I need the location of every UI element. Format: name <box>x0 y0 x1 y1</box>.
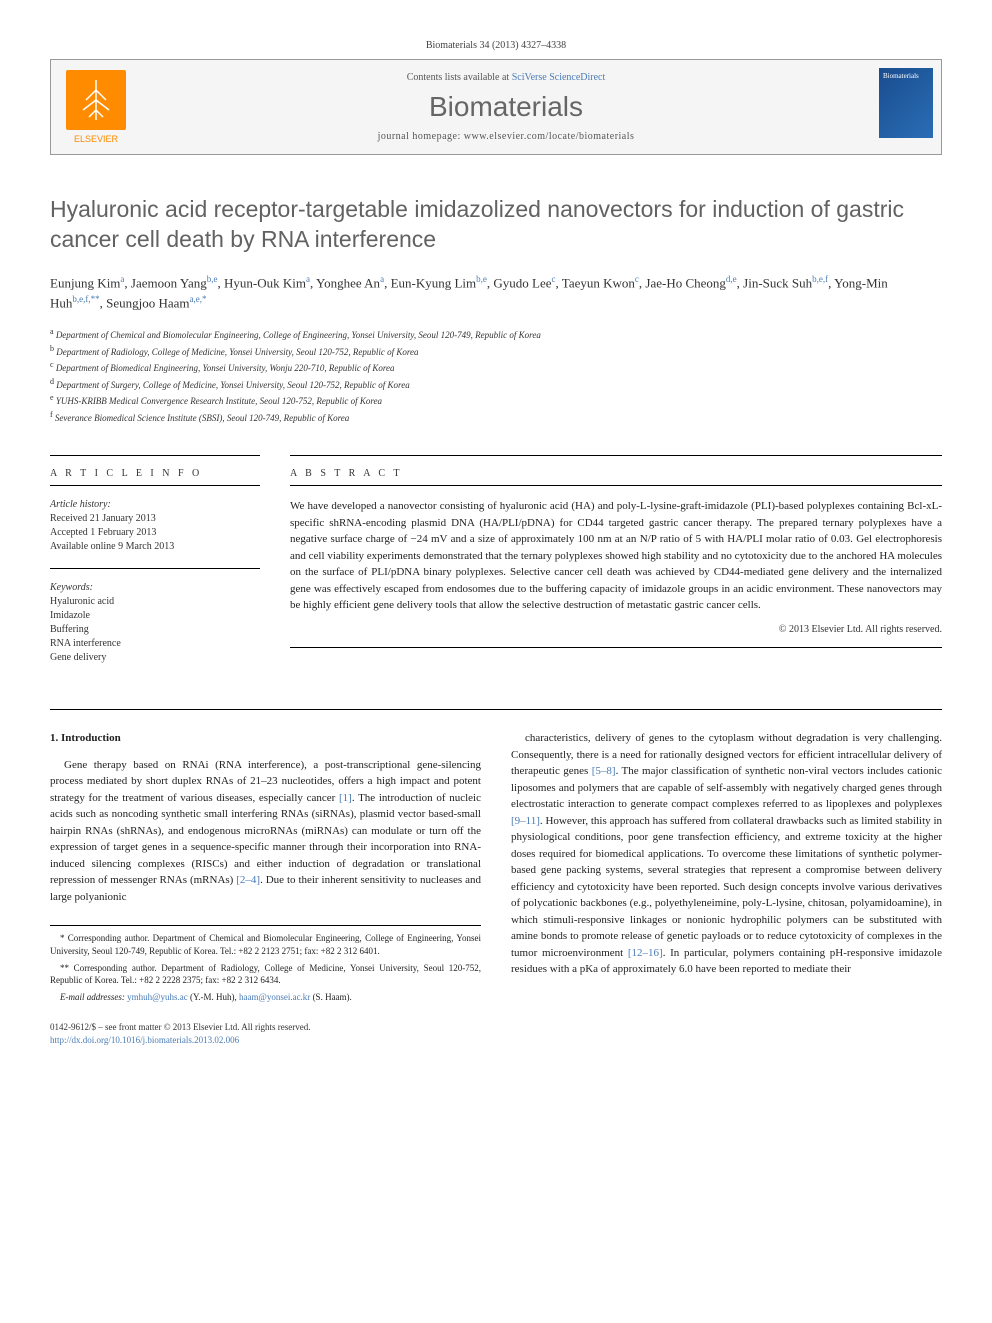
ref-link[interactable]: [9–11] <box>511 815 540 827</box>
keywords-label: Keywords: <box>50 581 260 595</box>
contents-available: Contents lists available at SciVerse Sci… <box>153 72 859 83</box>
footnotes-block: * Corresponding author. Department of Ch… <box>50 925 481 1003</box>
article-title: Hyaluronic acid receptor-targetable imid… <box>50 195 942 255</box>
affiliation-item: e YUHS-KRIBB Medical Convergence Researc… <box>50 392 942 409</box>
article-info-heading: A R T I C L E I N F O <box>50 468 260 479</box>
abstract-column: A B S T R A C T We have developed a nano… <box>290 449 942 679</box>
email-label: E-mail addresses: <box>60 992 127 1002</box>
corresponding-author-2: ** Corresponding author. Department of R… <box>50 962 481 987</box>
author-list: Eunjung Kima, Jaemoon Yangb,e, Hyun-Ouk … <box>50 273 942 313</box>
affiliation-item: f Severance Biomedical Science Institute… <box>50 409 942 426</box>
elsevier-logo: ELSEVIER <box>51 60 141 154</box>
affiliation-item: a Department of Chemical and Biomolecula… <box>50 326 942 343</box>
journal-cover-thumb: Biomaterials <box>871 60 941 154</box>
journal-homepage: journal homepage: www.elsevier.com/locat… <box>153 131 859 142</box>
corresponding-author-1: * Corresponding author. Department of Ch… <box>50 932 481 957</box>
page-footer: 0142-9612/$ – see front matter © 2013 El… <box>50 1021 942 1046</box>
keyword-item: Imidazole <box>50 609 260 623</box>
email-addresses: E-mail addresses: ymhuh@yuhs.ac (Y.-M. H… <box>50 991 481 1004</box>
intro-paragraph-1: Gene therapy based on RNAi (RNA interfer… <box>50 757 481 906</box>
affiliation-item: c Department of Biomedical Engineering, … <box>50 359 942 376</box>
online-date: Available online 9 March 2013 <box>50 540 260 554</box>
affiliation-item: b Department of Radiology, College of Me… <box>50 343 942 360</box>
citation-line: Biomaterials 34 (2013) 4327–4338 <box>50 40 942 51</box>
ref-link[interactable]: [12–16] <box>628 947 663 959</box>
ref-link[interactable]: [5–8] <box>592 765 616 777</box>
section-1-heading: 1. Introduction <box>50 730 481 747</box>
elsevier-text: ELSEVIER <box>74 134 118 144</box>
journal-name: Biomaterials <box>153 91 859 123</box>
homepage-prefix: journal homepage: <box>378 131 464 142</box>
issn-line: 0142-9612/$ – see front matter © 2013 El… <box>50 1021 942 1034</box>
homepage-url[interactable]: www.elsevier.com/locate/biomaterials <box>464 131 635 142</box>
email-link-1[interactable]: ymhuh@yuhs.ac <box>127 992 188 1002</box>
sciverse-link[interactable]: SciVerse ScienceDirect <box>512 72 606 83</box>
contents-prefix: Contents lists available at <box>407 72 512 83</box>
keyword-item: Gene delivery <box>50 651 260 665</box>
body-columns: 1. Introduction Gene therapy based on RN… <box>50 730 942 1007</box>
elsevier-tree-icon <box>66 70 126 130</box>
abstract-text: We have developed a nanovector consistin… <box>290 498 942 614</box>
received-date: Received 21 January 2013 <box>50 512 260 526</box>
keyword-item: RNA interference <box>50 637 260 651</box>
right-column: characteristics, delivery of genes to th… <box>511 730 942 1007</box>
doi-link[interactable]: http://dx.doi.org/10.1016/j.biomaterials… <box>50 1035 239 1045</box>
intro-paragraph-2: characteristics, delivery of genes to th… <box>511 730 942 978</box>
accepted-date: Accepted 1 February 2013 <box>50 526 260 540</box>
email-name-2: (S. Haam). <box>310 992 352 1002</box>
cover-image: Biomaterials <box>879 68 933 138</box>
email-name-1: (Y.-M. Huh), <box>188 992 239 1002</box>
affiliation-item: d Department of Surgery, College of Medi… <box>50 376 942 393</box>
journal-header: ELSEVIER Contents lists available at Sci… <box>50 59 942 155</box>
article-info-sidebar: A R T I C L E I N F O Article history: R… <box>50 449 260 679</box>
affiliations-list: a Department of Chemical and Biomolecula… <box>50 326 942 425</box>
keyword-item: Hyaluronic acid <box>50 595 260 609</box>
abstract-copyright: © 2013 Elsevier Ltd. All rights reserved… <box>290 624 942 635</box>
ref-link[interactable]: [1] <box>339 792 352 804</box>
history-label: Article history: <box>50 498 260 512</box>
left-column: 1. Introduction Gene therapy based on RN… <box>50 730 481 1007</box>
abstract-heading: A B S T R A C T <box>290 468 942 479</box>
keyword-item: Buffering <box>50 623 260 637</box>
ref-link[interactable]: [2–4] <box>236 874 260 886</box>
email-link-2[interactable]: haam@yonsei.ac.kr <box>239 992 310 1002</box>
